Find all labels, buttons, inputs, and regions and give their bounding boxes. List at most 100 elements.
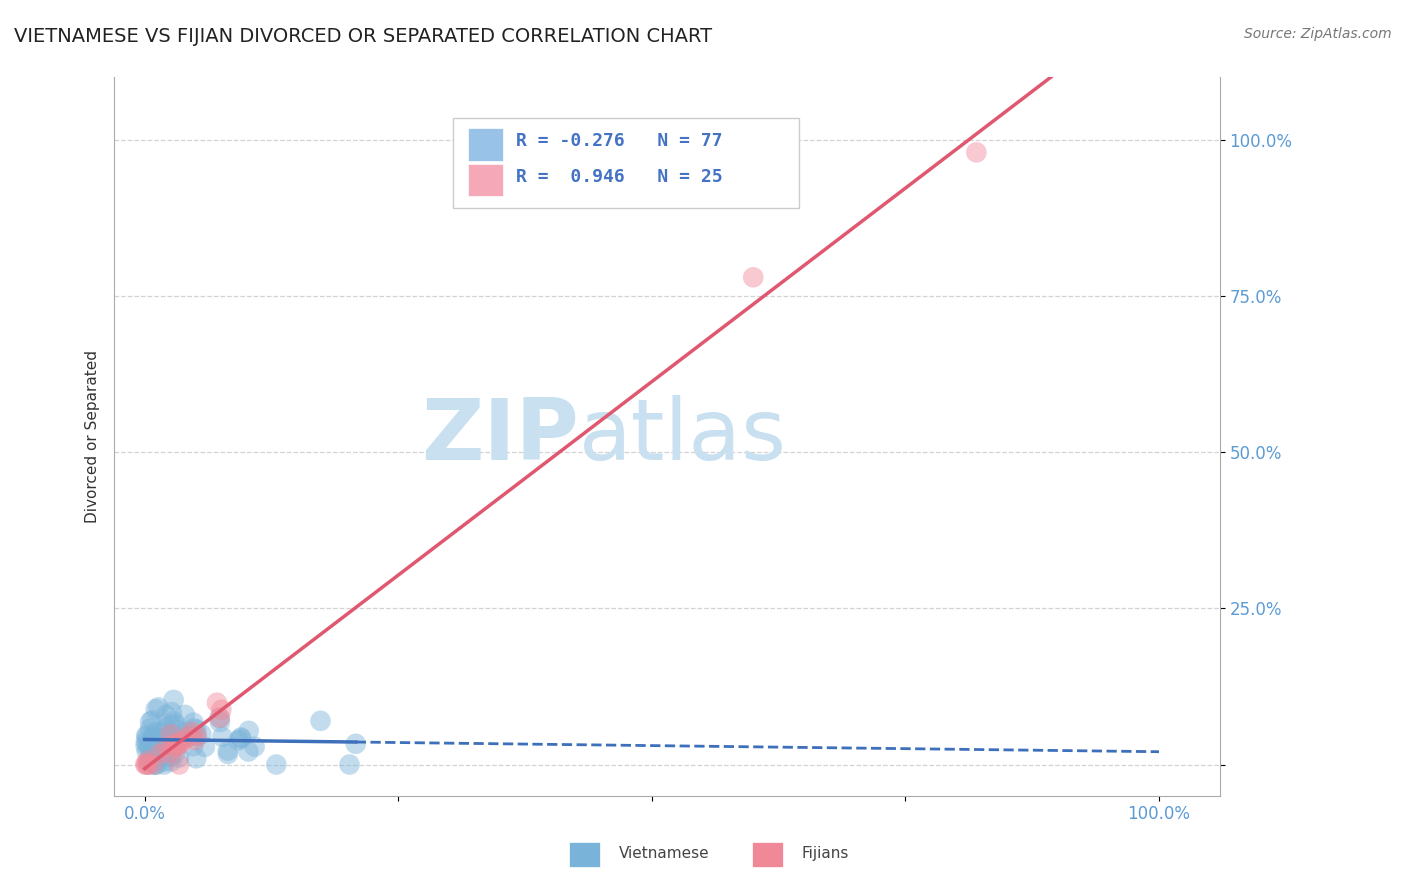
Point [146,744,169,758]
Point [186,751,208,765]
Point [166,736,188,750]
Point [135,757,157,772]
Point [135,744,157,758]
Point [142,757,165,772]
Point [153,741,176,756]
Text: ZIP: ZIP [420,395,579,478]
Point [138,757,160,772]
Point [209,703,232,717]
Point [153,757,176,772]
Point [217,744,239,758]
Point [156,741,179,756]
Point [157,747,180,761]
Point [142,730,165,744]
Point [153,755,176,769]
Point [145,725,167,739]
Point [139,733,162,747]
Point [208,711,231,725]
Point [742,270,765,285]
Point [243,739,266,754]
Point [186,723,208,737]
Point [138,751,160,765]
Text: R =  0.946   N = 25: R = 0.946 N = 25 [516,168,723,186]
Point [155,708,177,723]
Text: Fijians: Fijians [801,847,849,861]
Point [149,725,172,739]
Point [142,753,165,767]
Point [211,730,233,744]
Point [238,745,260,759]
Point [149,731,172,745]
Point [184,733,207,747]
Point [139,714,162,729]
Point [160,727,183,741]
Point [135,739,157,753]
Point [160,755,183,769]
Point [135,730,157,744]
Point [228,733,250,747]
Point [146,732,169,747]
Point [208,711,231,725]
Point [186,729,208,743]
Point [135,728,157,742]
Point [176,730,198,744]
Point [166,723,188,738]
Point [152,725,174,739]
Point [339,757,361,772]
Point [145,702,167,716]
Point [160,748,183,763]
Point [136,757,159,772]
Point [208,714,231,729]
Point [169,738,191,752]
Point [134,757,156,772]
Point [165,740,187,755]
Point [174,707,197,722]
Point [167,750,190,764]
Point [141,757,163,772]
Point [167,757,190,772]
Point [159,717,181,731]
Point [143,746,166,760]
Point [965,145,987,160]
Point [141,713,163,727]
Point [136,754,159,768]
Point [177,730,200,744]
Point [163,714,186,728]
Point [181,739,204,754]
Point [160,705,183,719]
Point [136,738,159,752]
Point [155,750,177,764]
Point [238,723,260,738]
Point [166,739,188,753]
Point [186,728,208,742]
Point [173,733,195,747]
Y-axis label: Divorced or Separated: Divorced or Separated [86,350,100,523]
Point [139,722,162,736]
Text: atlas: atlas [579,395,786,478]
Point [142,738,165,752]
Point [344,737,367,751]
Point [172,728,194,742]
Point [159,727,181,741]
Point [172,731,194,746]
Point [205,696,228,710]
Point [155,721,177,735]
Point [266,757,288,772]
Point [135,734,157,748]
Point [148,747,170,761]
Point [162,737,184,751]
Point [183,715,205,730]
Point [229,731,252,745]
Point [145,757,167,772]
Point [217,747,239,761]
Point [148,700,170,714]
Text: R = -0.276   N = 77: R = -0.276 N = 77 [516,132,723,150]
Text: Source: ZipAtlas.com: Source: ZipAtlas.com [1244,27,1392,41]
Point [148,736,170,750]
Point [157,738,180,752]
Point [177,725,200,739]
Point [180,724,202,739]
Point [139,743,162,757]
Point [138,739,160,754]
Point [162,693,184,707]
